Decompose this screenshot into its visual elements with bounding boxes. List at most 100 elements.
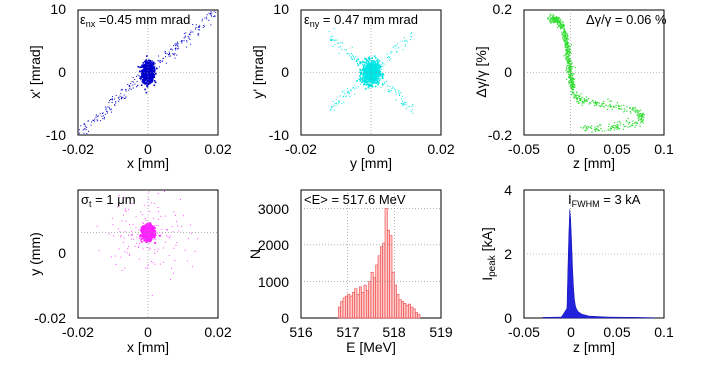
data-point [572, 86, 574, 88]
data-point [146, 75, 148, 78]
data-point [364, 78, 366, 80]
data-point [586, 128, 588, 130]
data-point [627, 126, 629, 128]
data-point [552, 15, 554, 17]
data-point [83, 123, 85, 125]
data-point [568, 68, 570, 70]
data-point [141, 72, 144, 74]
y-tick-label: -0.2 [488, 127, 512, 143]
data-point [170, 48, 172, 50]
data-point [390, 89, 392, 91]
data-point [103, 118, 105, 120]
data-point [171, 267, 172, 269]
data-point [563, 37, 565, 39]
data-point [573, 86, 575, 88]
data-point [174, 43, 176, 45]
data-point [375, 69, 377, 71]
data-point [642, 122, 644, 124]
data-point [412, 112, 414, 114]
data-point [630, 124, 632, 127]
data-point [564, 37, 566, 39]
data-point [638, 114, 640, 116]
data-point [147, 79, 149, 81]
data-point [625, 125, 627, 127]
data-point [574, 86, 576, 88]
data-point [141, 231, 143, 234]
data-point [142, 232, 145, 235]
data-point [143, 60, 146, 63]
data-point [119, 95, 121, 97]
data-point [586, 126, 588, 128]
data-point [144, 227, 147, 230]
x-tick-label: -0.02 [285, 141, 317, 157]
data-point [566, 39, 568, 41]
data-point [149, 63, 152, 65]
data-point [369, 78, 372, 81]
data-point [394, 89, 396, 91]
data-point [359, 68, 361, 71]
data-point [386, 85, 388, 87]
data-point [638, 116, 640, 118]
data-point [553, 20, 555, 23]
histogram-bar [363, 284, 367, 319]
data-point [395, 44, 397, 46]
data-point [585, 129, 587, 132]
data-point [94, 118, 96, 120]
data-point [640, 112, 642, 115]
data-point [567, 58, 569, 60]
data-point [635, 121, 637, 123]
data-point [372, 70, 374, 72]
data-point [364, 72, 367, 75]
data-point [395, 47, 397, 49]
x-tick-label: 0.05 [603, 324, 630, 340]
data-point [173, 247, 175, 249]
data-point [146, 230, 149, 233]
data-point [355, 60, 357, 62]
data-point [618, 121, 621, 123]
data-point [366, 59, 369, 62]
data-point [190, 30, 192, 32]
data-point [583, 126, 585, 128]
data-point [357, 85, 359, 87]
data-point [561, 24, 563, 26]
data-point [387, 91, 389, 93]
data-point [124, 251, 126, 253]
data-point [175, 215, 177, 217]
data-point [158, 66, 160, 68]
data-point [617, 127, 619, 129]
data-point [359, 76, 362, 79]
data-point [149, 227, 152, 230]
data-point [143, 74, 145, 76]
data-point [572, 82, 574, 84]
data-point [141, 230, 144, 233]
data-point [143, 74, 146, 76]
data-point [633, 110, 635, 112]
data-point [635, 124, 637, 126]
data-point [403, 103, 405, 105]
data-point [96, 116, 98, 118]
data-point [404, 103, 406, 105]
data-point [363, 67, 365, 70]
data-point [151, 74, 153, 76]
data-point [145, 78, 148, 81]
data-point [596, 102, 598, 104]
data-point [568, 83, 570, 85]
data-point [367, 74, 369, 76]
data-point [103, 116, 105, 118]
data-point [346, 88, 348, 90]
data-point [580, 93, 582, 95]
data-point [550, 22, 552, 24]
data-point [128, 246, 129, 248]
data-point [359, 61, 361, 63]
data-point [329, 39, 331, 41]
data-point [137, 84, 139, 86]
data-point [195, 27, 197, 29]
data-point [192, 24, 194, 26]
data-point [359, 71, 361, 74]
data-point [615, 104, 617, 106]
data-point [149, 60, 152, 63]
data-point [636, 110, 638, 112]
data-point [367, 62, 370, 65]
data-point [151, 78, 153, 80]
data-point [572, 66, 574, 68]
